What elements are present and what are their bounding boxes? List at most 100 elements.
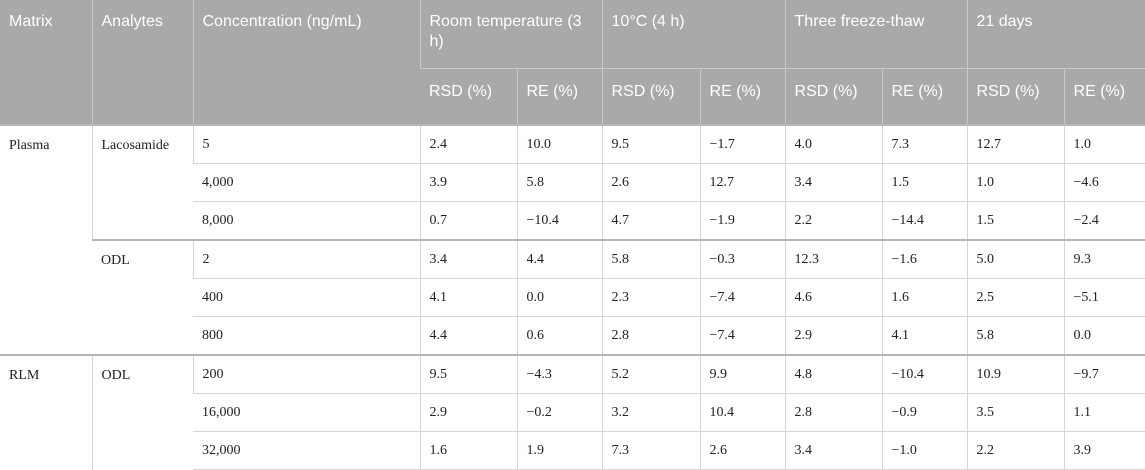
value-cell: 0.6 — [516, 316, 603, 355]
header-room-temperature: Room temperature (3 h) — [419, 0, 603, 69]
value-cell: 4.1 — [419, 278, 517, 317]
value-cell: 1.0 — [1063, 124, 1145, 164]
subheader-rsd: RSD (%) — [601, 68, 701, 125]
concentration-cell: 2 — [192, 239, 420, 279]
value-cell: 3.9 — [1063, 431, 1145, 470]
value-cell: 3.4 — [784, 431, 883, 470]
value-cell: −2.4 — [1063, 201, 1145, 240]
concentration-cell: 800 — [193, 316, 420, 355]
table-row: 16,000 2.9 −0.2 3.2 10.4 2.8 −0.9 3.5 1.… — [0, 393, 1145, 432]
value-cell: −7.4 — [699, 316, 786, 355]
subheader-re: RE (%) — [1063, 68, 1145, 125]
value-cell: −0.3 — [699, 239, 786, 279]
header-21-days: 21 days — [966, 0, 1145, 69]
value-cell: 3.5 — [966, 393, 1065, 432]
value-cell: −14.4 — [881, 201, 968, 240]
value-cell: −4.6 — [1063, 163, 1145, 202]
value-cell: −7.4 — [699, 278, 786, 317]
value-cell: −9.7 — [1063, 354, 1145, 394]
value-cell: 1.5 — [881, 163, 968, 202]
value-cell: 12.7 — [966, 124, 1065, 164]
table-row: 4,000 3.9 5.8 2.6 12.7 3.4 1.5 1.0 −4.6 — [0, 163, 1145, 202]
value-cell: 5.8 — [601, 239, 701, 279]
header-concentration: Concentration (ng/mL) — [192, 0, 420, 125]
value-cell: 1.6 — [881, 278, 968, 317]
table-row: 8,000 0.7 −10.4 4.7 −1.9 2.2 −14.4 1.5 −… — [0, 201, 1145, 240]
matrix-cell: RLM — [0, 354, 92, 470]
value-cell: 2.2 — [966, 431, 1065, 470]
subheader-rsd: RSD (%) — [784, 68, 883, 125]
value-cell: −4.3 — [516, 354, 603, 394]
table-header: Matrix Analytes Concentration (ng/mL) Ro… — [0, 0, 1145, 125]
subheader-re: RE (%) — [881, 68, 968, 125]
subheader-rsd: RSD (%) — [420, 68, 517, 125]
value-cell: 2.2 — [784, 201, 883, 240]
value-cell: −1.7 — [699, 124, 786, 164]
subheader-re: RE (%) — [699, 68, 786, 125]
value-cell: 5.2 — [601, 354, 701, 394]
value-cell: 4.8 — [784, 354, 883, 394]
value-cell: 4.6 — [784, 278, 883, 317]
value-cell: 1.0 — [966, 163, 1065, 202]
value-cell: 2.9 — [419, 393, 517, 432]
analyte-cell: Lacosamide — [91, 124, 193, 240]
concentration-cell: 200 — [192, 354, 420, 394]
table-row: 800 4.4 0.6 2.8 −7.4 2.9 4.1 5.8 0.0 — [0, 316, 1145, 355]
value-cell: 1.1 — [1063, 393, 1145, 432]
concentration-cell: 16,000 — [193, 393, 420, 432]
value-cell: 2.6 — [601, 163, 701, 202]
value-cell: 5.0 — [966, 239, 1065, 279]
value-cell: 2.8 — [784, 393, 883, 432]
analyte-cell: ODL — [92, 239, 193, 355]
value-cell: 1.5 — [966, 201, 1065, 240]
value-cell: 9.3 — [1063, 239, 1145, 279]
value-cell: 2.3 — [601, 278, 701, 317]
value-cell: −1.9 — [699, 201, 786, 240]
value-cell: 3.2 — [601, 393, 701, 432]
value-cell: 5.8 — [966, 316, 1065, 355]
value-cell: −0.2 — [516, 393, 603, 432]
value-cell: 10.0 — [516, 124, 603, 164]
value-cell: 5.8 — [516, 163, 603, 202]
table-row: Plasma Lacosamide 5 2.4 10.0 9.5 −1.7 4.… — [0, 124, 1145, 355]
value-cell: 7.3 — [601, 431, 701, 470]
value-cell: 2.8 — [601, 316, 701, 355]
value-cell: 7.3 — [881, 124, 968, 164]
table-row: 400 4.1 0.0 2.3 −7.4 4.6 1.6 2.5 −5.1 — [0, 278, 1145, 317]
header-matrix: Matrix — [0, 0, 92, 125]
value-cell: 2.6 — [699, 431, 786, 470]
subheader-rsd: RSD (%) — [966, 68, 1065, 125]
value-cell: 1.9 — [516, 431, 603, 470]
table-row: RLM ODL 200 9.5 −4.3 5.2 9.9 4.8 −10.4 1… — [0, 354, 1145, 470]
value-cell: 4.1 — [881, 316, 968, 355]
value-cell: 3.4 — [784, 163, 883, 202]
value-cell: 0.0 — [1063, 316, 1145, 355]
value-cell: 10.9 — [966, 354, 1065, 394]
concentration-cell: 32,000 — [193, 431, 420, 470]
value-cell: −1.0 — [881, 431, 968, 470]
value-cell: −10.4 — [516, 201, 603, 240]
header-freeze-thaw: Three freeze-thaw — [784, 0, 968, 69]
concentration-cell: 400 — [193, 278, 420, 317]
value-cell: 4.4 — [516, 239, 603, 279]
value-cell: 9.5 — [419, 354, 517, 394]
value-cell: 4.4 — [419, 316, 517, 355]
value-cell: 4.0 — [784, 124, 883, 164]
value-cell: −10.4 — [881, 354, 968, 394]
value-cell: −5.1 — [1063, 278, 1145, 317]
concentration-cell: 4,000 — [193, 163, 420, 202]
header-10c: 10°C (4 h) — [601, 0, 786, 69]
value-cell: 2.5 — [966, 278, 1065, 317]
table-body: Plasma Lacosamide 5 2.4 10.0 9.5 −1.7 4.… — [0, 124, 1145, 470]
value-cell: 12.7 — [699, 163, 786, 202]
value-cell: 2.4 — [419, 124, 517, 164]
header-analytes: Analytes — [91, 0, 193, 125]
value-cell: 2.9 — [784, 316, 883, 355]
analyte-cell: ODL — [91, 354, 193, 470]
value-cell: 9.5 — [601, 124, 701, 164]
value-cell: 4.7 — [601, 201, 701, 240]
value-cell: 0.7 — [419, 201, 517, 240]
value-cell: 12.3 — [784, 239, 883, 279]
value-cell: −1.6 — [881, 239, 968, 279]
